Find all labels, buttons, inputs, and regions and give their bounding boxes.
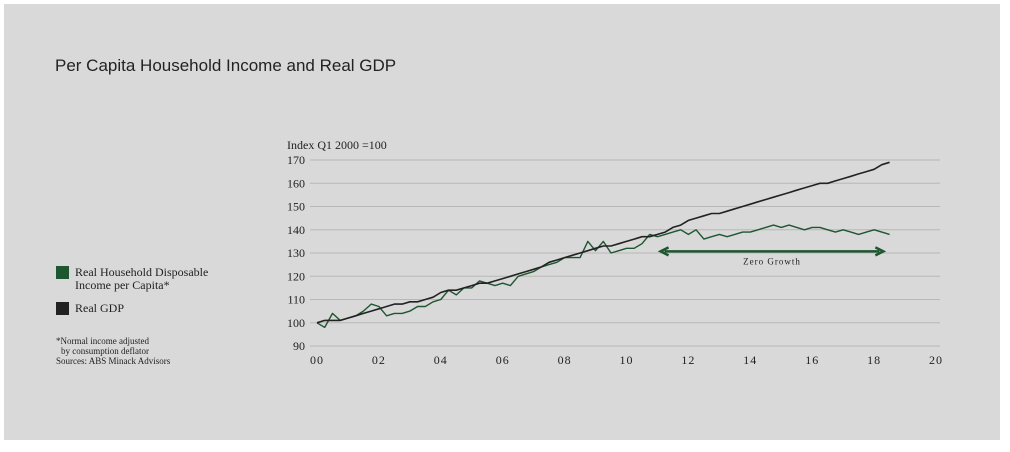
chart-legend: Real Household Disposable Income per Cap…: [56, 266, 236, 325]
chart-title: Per Capita Household Income and Real GDP: [55, 56, 397, 75]
series-line-income: [316, 224, 890, 329]
y-tick-label: 150: [287, 200, 305, 214]
footnote-line-2: by consumption deflator: [61, 346, 149, 356]
x-tick-label: 12: [681, 353, 695, 367]
chart-panel: [4, 4, 1000, 440]
y-tick-label: 100: [287, 316, 305, 330]
legend-label-income: Real Household Disposable Income per Cap…: [75, 265, 209, 292]
zero-growth-label: Zero Growth: [743, 256, 801, 266]
y-tick-label: 170: [287, 153, 305, 167]
arrowhead-left: [657, 246, 670, 257]
y-tick-label: 120: [287, 269, 305, 283]
legend-label-gdp: Real GDP: [75, 301, 124, 315]
y-tick-label: 110: [287, 293, 305, 307]
x-tick-label: 08: [558, 353, 572, 367]
x-tick-label: 06: [496, 353, 510, 367]
legend-swatch-gdp: [56, 302, 69, 315]
y-tick-label: 140: [287, 223, 305, 237]
x-tick-label: 10: [620, 353, 634, 367]
x-tick-label: 18: [867, 353, 881, 367]
x-tick-label: 02: [372, 353, 386, 367]
y-axis-label: Index Q1 2000 =100: [287, 138, 387, 152]
x-tick-label: 14: [743, 353, 757, 367]
legend-item-income: Real Household Disposable Income per Cap…: [56, 266, 236, 292]
legend-swatch-income: [56, 266, 69, 279]
footnote-line-1: *Normal income adjusted: [56, 336, 149, 346]
chart-footnote: *Normal income adjusted by consumption d…: [56, 336, 170, 366]
y-tick-label: 90: [293, 339, 305, 353]
footnote-sources: Sources: ABS Minack Advisors: [56, 356, 171, 366]
x-tick-label: 16: [805, 353, 819, 367]
x-tick-label: 04: [434, 353, 448, 367]
y-tick-label: 130: [287, 246, 305, 260]
legend-item-gdp: Real GDP: [56, 302, 236, 315]
arrowhead-right: [874, 246, 887, 257]
series-line-gdp: [316, 161, 890, 324]
x-tick-label: 20: [929, 353, 943, 367]
y-tick-label: 160: [287, 176, 305, 190]
x-tick-label: 00: [310, 353, 324, 367]
